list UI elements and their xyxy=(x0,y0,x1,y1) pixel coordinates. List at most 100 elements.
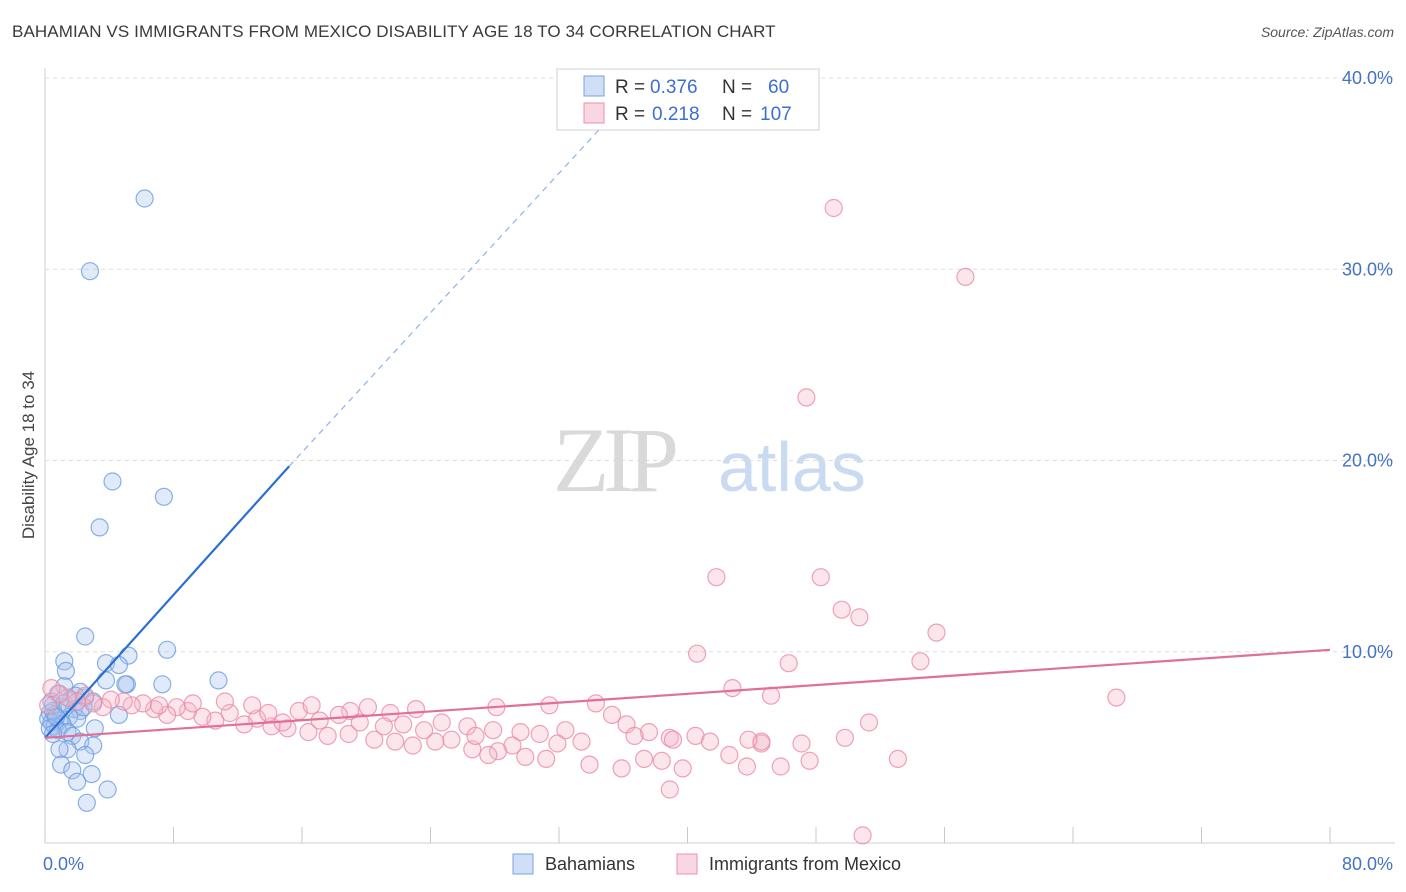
mexico-point xyxy=(687,644,707,663)
mexico-point xyxy=(530,724,549,744)
mexico-point xyxy=(639,722,659,742)
mexico-point xyxy=(318,726,337,746)
mexico-point xyxy=(426,732,445,751)
mexico-point xyxy=(800,751,819,770)
mexico-point xyxy=(580,755,599,774)
legend-r-value-1: 0.376 xyxy=(650,77,698,98)
bahamians-point xyxy=(90,518,109,537)
y-tick-labels: 10.0% 20.0% 30.0% 40.0% xyxy=(1342,68,1393,662)
y-tick-label-30: 30.0% xyxy=(1342,259,1393,279)
mexico-point xyxy=(707,568,726,587)
mexico-point xyxy=(652,751,671,770)
mexico-point xyxy=(358,698,377,717)
mexico-point xyxy=(771,757,790,776)
mexico-point xyxy=(386,732,405,751)
correlation-legend: R = 0.376 N = 60 R = 0.218 N = 107 xyxy=(556,68,820,131)
legend-n-value-1: 60 xyxy=(768,77,789,98)
mexico-point xyxy=(93,698,112,717)
mexico-point xyxy=(329,705,348,725)
mexico-point xyxy=(572,732,591,751)
mexico-point xyxy=(723,678,742,698)
mexico-point xyxy=(133,694,153,713)
bahamians-point xyxy=(98,780,117,799)
mexico-point xyxy=(824,198,843,218)
bahamians-point xyxy=(135,189,154,208)
bahamians-trend-line xyxy=(44,465,290,739)
mexico-point xyxy=(463,740,482,759)
mexico-point xyxy=(779,654,798,673)
mexico-point xyxy=(406,699,426,719)
mexico-point xyxy=(403,736,422,755)
mexico-point xyxy=(835,728,855,747)
mexico-point xyxy=(720,745,739,765)
bahamians-point xyxy=(116,675,135,694)
bahamians-point xyxy=(109,655,129,675)
legend-r-value-2: 0.218 xyxy=(652,104,700,125)
mexico-point xyxy=(350,713,369,732)
mexico-point xyxy=(302,696,321,715)
mexico-point xyxy=(792,734,811,753)
mexico-point xyxy=(278,719,297,738)
mexico-point xyxy=(374,717,393,736)
mexico-point xyxy=(634,749,654,769)
mexico-point xyxy=(516,747,535,767)
mexico-point xyxy=(625,726,644,746)
mexico-point xyxy=(586,694,606,713)
legend-r-label-2: R = xyxy=(615,104,645,125)
mexico-point xyxy=(850,608,869,627)
mexico-point xyxy=(911,652,930,671)
mexico-point xyxy=(540,696,559,715)
bahamians-point xyxy=(51,755,71,774)
watermark-atlas: atlas xyxy=(718,428,866,506)
mexico-point xyxy=(537,749,556,769)
data-points xyxy=(39,189,1126,845)
bahamians-point xyxy=(56,661,76,681)
legend-n-label-2: N = xyxy=(722,104,752,125)
mexico-point xyxy=(484,721,503,740)
legend-r-label-1: R = xyxy=(615,77,645,98)
legend-n-value-2: 107 xyxy=(760,104,792,125)
legend-n-label-1: N = xyxy=(722,77,752,98)
bahamians-point xyxy=(63,761,82,780)
bahamians-point xyxy=(82,764,101,784)
mexico-point xyxy=(479,745,498,765)
bahamians-point xyxy=(109,705,129,725)
chart-title: BAHAMIAN VS IMMIGRANTS FROM MEXICO DISAB… xyxy=(12,22,776,41)
mexico-point xyxy=(183,694,202,713)
legend-swatch-bahamians xyxy=(583,75,605,97)
mexico-point xyxy=(927,623,946,642)
bahamians-point xyxy=(96,671,116,690)
mexico-point xyxy=(149,696,169,715)
mexico-point xyxy=(956,267,975,286)
mexico-point xyxy=(556,721,575,740)
mexico-point xyxy=(259,703,278,723)
bahamians-point xyxy=(77,793,96,812)
y-tick-label-20: 20.0% xyxy=(1342,451,1393,471)
mexico-point xyxy=(243,696,262,715)
mexico-point xyxy=(859,713,879,732)
mexico-point xyxy=(660,728,679,747)
y-tick-label-10: 10.0% xyxy=(1342,642,1393,662)
mexico-point xyxy=(673,759,692,778)
bottom-legend-swatch-mexico xyxy=(676,853,698,875)
series-legend: Bahamians Immigrants from Mexico xyxy=(512,853,901,875)
bottom-legend-swatch-bahamians xyxy=(512,853,534,875)
mexico-point xyxy=(365,730,384,749)
bahamians-point xyxy=(67,772,87,791)
mexico-point xyxy=(602,705,622,725)
mexico-point xyxy=(442,730,461,749)
mexico-point xyxy=(832,600,851,619)
bahamians-point xyxy=(154,487,173,506)
bahamians-point xyxy=(158,640,177,659)
mexico-trend-line xyxy=(44,648,1331,739)
bahamians-point xyxy=(153,675,172,694)
mexico-point xyxy=(488,742,508,761)
mexico-point xyxy=(548,734,567,753)
mexico-point xyxy=(797,388,816,407)
bahamians-point xyxy=(103,472,122,491)
mexico-point xyxy=(394,715,413,734)
mexico-point xyxy=(339,724,358,744)
mexico-point xyxy=(737,757,757,776)
mexico-point xyxy=(660,780,679,799)
trend-lines xyxy=(44,129,1331,739)
